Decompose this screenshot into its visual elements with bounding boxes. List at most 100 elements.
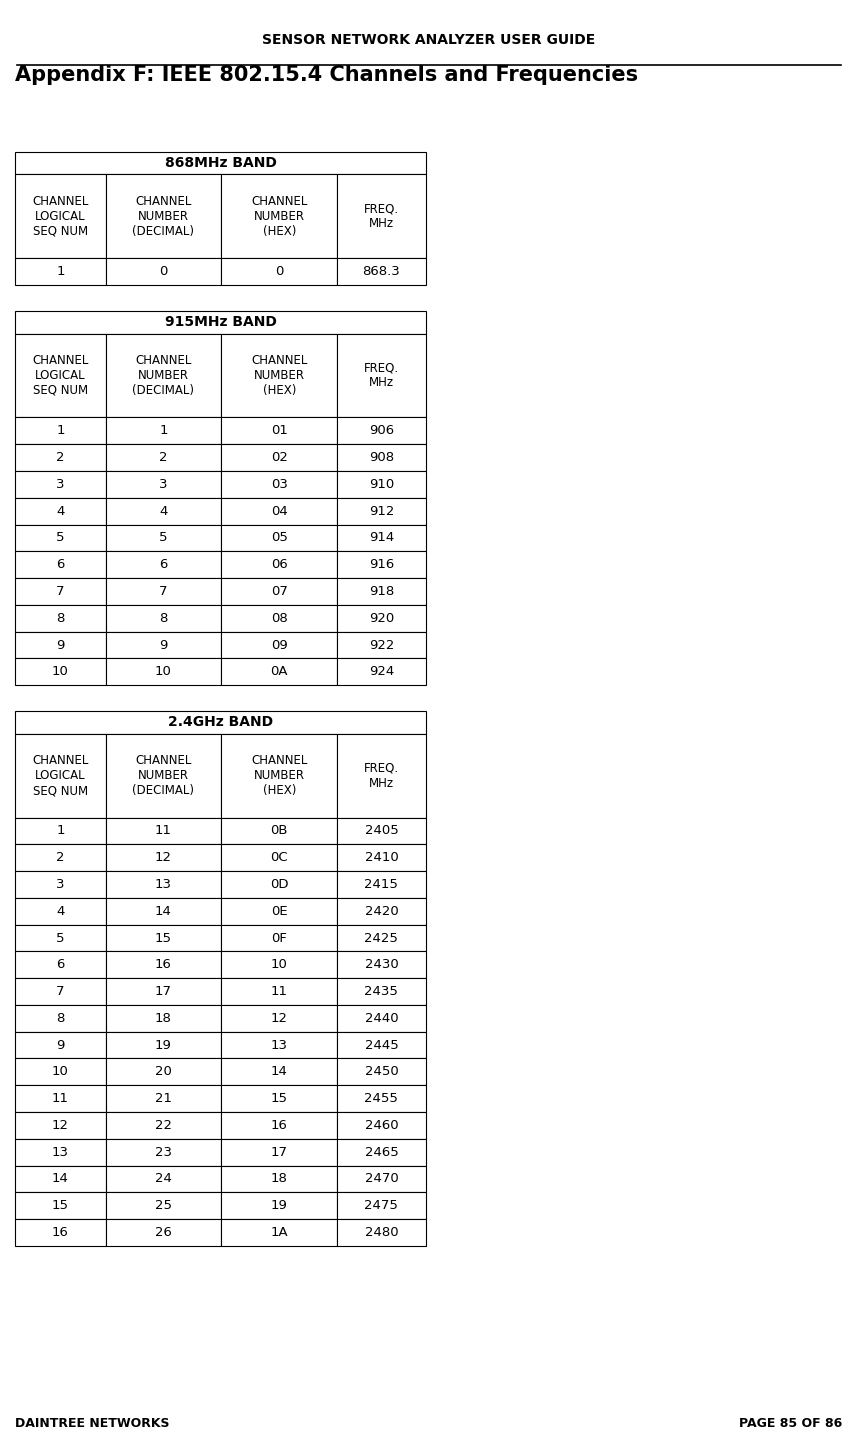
Text: 7: 7 [160, 585, 167, 598]
Bar [15, 333, 106, 417]
Bar [221, 470, 337, 498]
Bar [337, 1085, 426, 1111]
Text: 25: 25 [155, 1200, 172, 1213]
Text: 16: 16 [52, 1226, 69, 1239]
Bar [15, 259, 106, 285]
Bar [221, 551, 337, 577]
Bar [221, 897, 337, 925]
Text: 0: 0 [160, 265, 167, 278]
Text: 17: 17 [155, 985, 172, 998]
Text: 2480: 2480 [365, 1226, 398, 1239]
Text: 21: 21 [155, 1092, 172, 1106]
Bar [337, 1218, 426, 1246]
Bar [221, 1085, 337, 1111]
Bar [221, 1032, 337, 1058]
Bar [337, 551, 426, 577]
Text: 910: 910 [369, 478, 394, 491]
Bar [15, 417, 106, 444]
Bar [15, 551, 106, 577]
Bar [106, 631, 221, 658]
Text: 0A: 0A [270, 666, 288, 679]
Bar [337, 871, 426, 897]
Text: 0F: 0F [271, 932, 287, 945]
Bar [15, 152, 426, 174]
Text: 1: 1 [160, 424, 167, 437]
Bar [106, 658, 221, 684]
Text: 1: 1 [57, 825, 64, 838]
Text: 0C: 0C [270, 851, 288, 864]
Text: 920: 920 [369, 612, 394, 625]
Text: 10: 10 [155, 666, 172, 679]
Text: 0B: 0B [270, 825, 288, 838]
Bar [15, 844, 106, 871]
Text: 26: 26 [155, 1226, 172, 1239]
Bar [337, 577, 426, 605]
Bar [337, 524, 426, 551]
Text: CHANNEL
NUMBER
(DECIMAL): CHANNEL NUMBER (DECIMAL) [132, 754, 195, 797]
Bar [15, 1192, 106, 1218]
Text: 2430: 2430 [365, 958, 398, 971]
Text: SENSOR NETWORK ANALYZER USER GUIDE: SENSOR NETWORK ANALYZER USER GUIDE [263, 33, 595, 48]
Bar [106, 577, 221, 605]
Bar [221, 1192, 337, 1218]
Text: 0D: 0D [270, 878, 288, 891]
Text: 916: 916 [369, 559, 394, 572]
Bar [221, 925, 337, 951]
Bar [221, 871, 337, 897]
Text: 3: 3 [57, 878, 64, 891]
Text: 2440: 2440 [365, 1011, 398, 1024]
Text: 9: 9 [57, 1039, 64, 1052]
Bar [15, 524, 106, 551]
Text: 908: 908 [369, 451, 394, 464]
Bar [337, 1004, 426, 1032]
Bar [221, 1139, 337, 1165]
Bar [15, 1085, 106, 1111]
Text: 6: 6 [57, 559, 64, 572]
Text: 922: 922 [369, 638, 394, 651]
Bar [337, 978, 426, 1004]
Text: PAGE 85 OF 86: PAGE 85 OF 86 [740, 1417, 843, 1430]
Text: 906: 906 [369, 424, 394, 437]
Text: 16: 16 [155, 958, 172, 971]
Text: 2475: 2475 [365, 1200, 398, 1213]
Bar [106, 1111, 221, 1139]
Bar [337, 444, 426, 470]
Bar [106, 1139, 221, 1165]
Text: 5: 5 [160, 531, 167, 544]
Text: CHANNEL
LOGICAL
SEQ NUM: CHANNEL LOGICAL SEQ NUM [33, 754, 88, 797]
Bar [106, 1004, 221, 1032]
Text: 2405: 2405 [365, 825, 398, 838]
Text: 8: 8 [57, 612, 64, 625]
Bar [337, 1111, 426, 1139]
Text: 12: 12 [155, 851, 172, 864]
Text: 912: 912 [369, 505, 394, 518]
Text: CHANNEL
NUMBER
(HEX): CHANNEL NUMBER (HEX) [251, 754, 307, 797]
Bar [221, 658, 337, 684]
Text: 4: 4 [57, 904, 64, 917]
Bar [337, 925, 426, 951]
Text: FREQ.
MHz: FREQ. MHz [364, 203, 399, 230]
Bar [106, 551, 221, 577]
Text: 15: 15 [155, 932, 172, 945]
Text: 2: 2 [160, 451, 167, 464]
Bar [15, 1004, 106, 1032]
Text: 10: 10 [271, 958, 287, 971]
Text: 07: 07 [271, 585, 287, 598]
Text: CHANNEL
NUMBER
(DECIMAL): CHANNEL NUMBER (DECIMAL) [132, 195, 195, 237]
Text: 0E: 0E [271, 904, 287, 917]
Text: 17: 17 [271, 1146, 287, 1159]
Bar [15, 871, 106, 897]
Text: 914: 914 [369, 531, 394, 544]
Bar [106, 1085, 221, 1111]
Text: CHANNEL
LOGICAL
SEQ NUM: CHANNEL LOGICAL SEQ NUM [33, 195, 88, 237]
Text: 11: 11 [271, 985, 287, 998]
Text: CHANNEL
LOGICAL
SEQ NUM: CHANNEL LOGICAL SEQ NUM [33, 355, 88, 396]
Text: 8: 8 [160, 612, 167, 625]
Bar [337, 174, 426, 259]
Text: 14: 14 [271, 1065, 287, 1078]
Bar [337, 1165, 426, 1192]
Text: 23: 23 [155, 1146, 172, 1159]
Text: 04: 04 [271, 505, 287, 518]
Text: 2420: 2420 [365, 904, 398, 917]
Text: 03: 03 [271, 478, 287, 491]
